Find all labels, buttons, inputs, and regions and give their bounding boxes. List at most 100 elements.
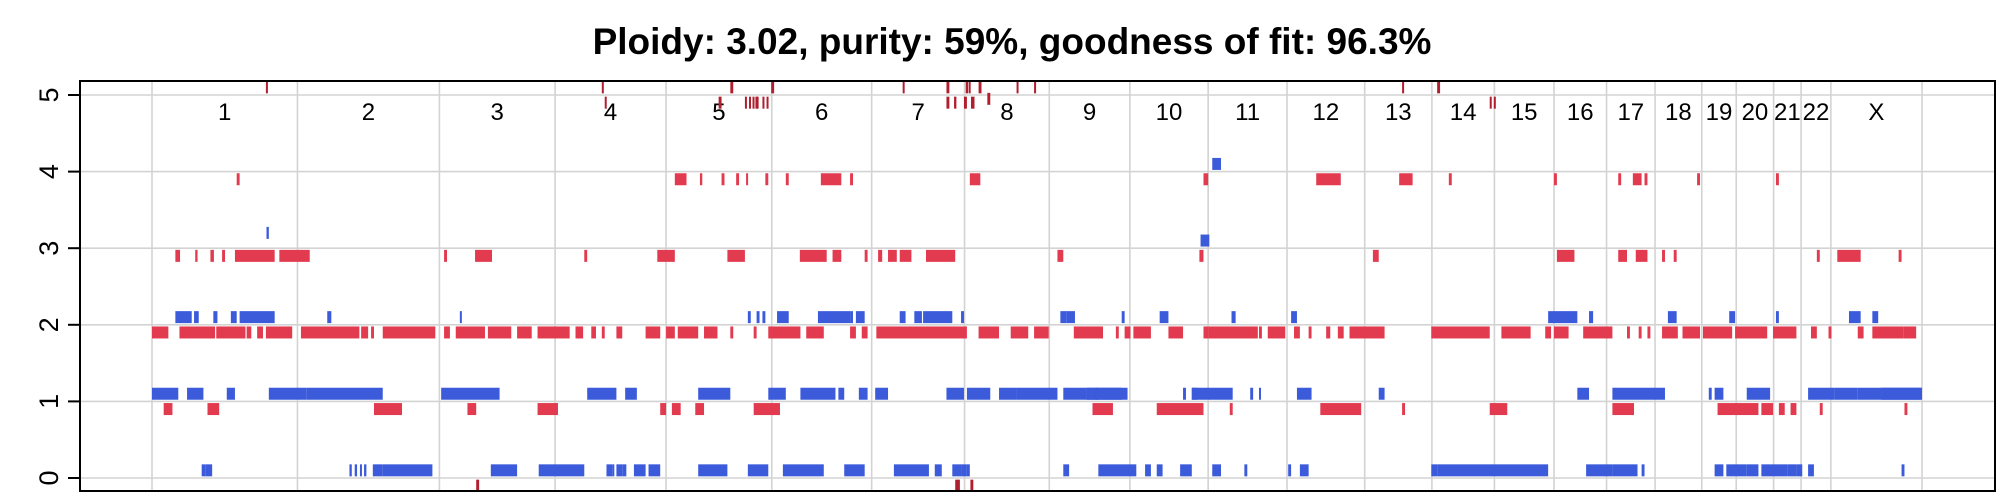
segment-s1-15 [966,387,991,400]
segment-s0-52 [1627,326,1630,339]
segment-s1-82 [490,464,518,477]
segment-s0-126 [969,173,981,186]
segment-s1-12 [858,387,868,400]
segment-s0-124 [820,173,842,186]
segment-s2-25 [749,96,752,109]
segment-s0-63 [1872,326,1904,339]
segment-s1-18 [1063,387,1087,400]
segment-s2-23 [730,81,734,94]
segment-s2-14 [1493,96,1496,109]
y-tick-label-2: 2 [34,317,64,332]
segment-s1-70 [1872,311,1879,324]
segment-s1-49 [762,311,766,324]
segment-s1-93 [844,464,853,477]
segment-s1-39 [1881,387,1921,400]
segment-s2-20 [766,96,769,109]
segment-s1-107 [1288,464,1292,477]
segment-s1-92 [782,464,824,477]
segment-s0-102 [888,249,897,262]
segment-s1-58 [1060,311,1067,324]
segment-s0-27 [850,326,856,339]
segment-s0-31 [1010,326,1029,339]
segment-s1-75 [205,464,213,477]
chromosome-label-8: 8 [1000,99,1013,126]
segment-s0-96 [657,249,675,262]
chromosome-label-6: 6 [815,99,828,126]
segment-s0-123 [785,173,789,186]
segment-s0-75 [1156,403,1204,416]
segment-s1-60 [1121,311,1125,324]
segment-s0-103 [899,249,912,262]
segment-s0-98 [799,249,827,262]
segment-s1-32 [1708,387,1712,400]
segment-s1-63 [1291,311,1297,324]
segment-s2-10 [1016,81,1019,94]
chromosome-labels: 1 2 3 4 5 6 7 8 9 10 11 12 13 14 15 16 17 18 19 20 21 22 X [218,99,1884,126]
segment-s2-16 [1437,81,1441,94]
segment-s1-102 [1145,464,1151,477]
segment-s1-47 [747,311,751,324]
segment-s0-78 [1402,403,1406,416]
segment-s1-117 [1761,464,1788,477]
segment-s0-33 [1073,326,1104,339]
segment-s0-13 [517,326,532,339]
segment-s0-129 [1324,173,1341,186]
segment-s0-77 [1320,403,1362,416]
segment-s0-84 [1790,403,1797,416]
segment-s0-20 [666,326,675,339]
segment-s0-112 [1673,249,1677,262]
segment-s1-67 [1729,311,1736,324]
chromosome-label-1: 1 [218,99,231,126]
segment-s1-17 [1016,387,1058,400]
chromosome-label-9: 9 [1083,99,1096,126]
segment-s0-73 [753,403,780,416]
segment-s0-80 [1612,403,1635,416]
plot-frame [79,80,1996,492]
segment-s0-40 [1258,326,1262,339]
segment-s1-111 [1586,464,1613,477]
chromosome-label-15: 15 [1511,99,1538,126]
segment-s0-134 [1632,173,1642,186]
segment-s0-36 [1133,326,1151,339]
segment-s0-11 [455,326,485,339]
segment-s1-11 [838,387,845,400]
segment-s1-56 [923,311,953,324]
segment-s1-104 [1180,464,1192,477]
segment-s2-1 [946,96,950,109]
segment-s0-88 [195,249,198,262]
segment-s2-19 [762,96,765,109]
segment-s0-116 [236,173,240,186]
segment-s1-113 [1641,464,1645,477]
segment-s1-105 [1212,464,1222,477]
segment-s0-25 [768,326,801,339]
segment-s0-92 [279,249,310,262]
segment-s1-83 [538,464,585,477]
segment-s0-118 [699,173,703,186]
segment-s1-34 [1746,387,1771,400]
segment-s1-31 [1612,387,1665,400]
segment-s1-46 [459,311,462,324]
segment-s0-100 [864,249,868,262]
segment-s1-116 [1746,464,1759,477]
segment-s0-119 [721,173,725,186]
segment-s1-36 [1834,387,1858,400]
segment-s1-33 [1714,387,1724,400]
segment-s0-110 [1635,249,1648,262]
chromosome-label-11: 11 [1235,99,1260,126]
segment-s1-91 [747,464,769,477]
segment-s2-32 [970,479,974,492]
chromosome-label-2: 2 [362,99,375,126]
segment-s0-89 [210,249,214,262]
segment-s2-11 [1034,81,1037,94]
segment-s0-60 [1811,326,1817,339]
segment-s1-22 [1183,387,1186,400]
segment-s0-99 [832,249,842,262]
segment-s1-51 [817,311,851,324]
segment-s0-19 [645,326,661,339]
segment-s1-86 [616,464,623,477]
segment-s0-24 [753,326,757,339]
segment-s0-39 [1208,326,1258,339]
segment-s1-35 [1808,387,1835,400]
segment-s1-1 [187,387,204,400]
segment-s2-7 [965,81,969,94]
